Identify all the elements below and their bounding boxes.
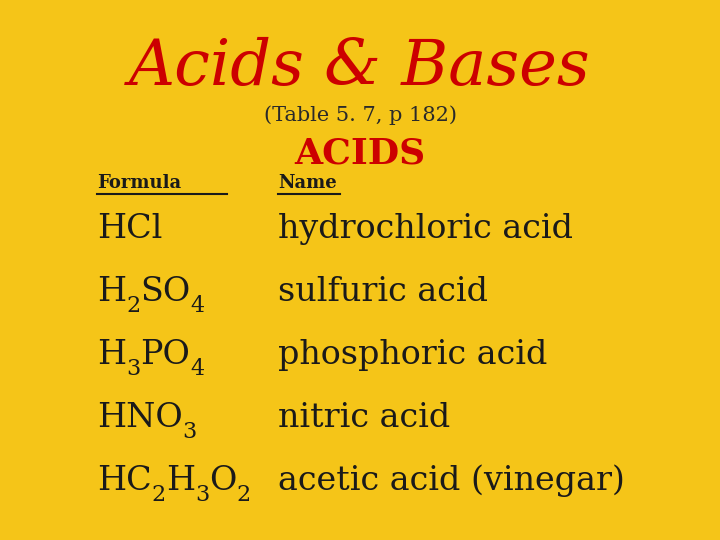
Text: 4: 4 (191, 295, 204, 317)
Text: hydrochloric acid: hydrochloric acid (278, 213, 573, 245)
Text: sulfuric acid: sulfuric acid (278, 276, 488, 308)
Text: 2: 2 (152, 484, 166, 506)
Text: 3: 3 (195, 484, 209, 506)
Text: 2: 2 (236, 484, 251, 506)
Text: H: H (97, 276, 126, 308)
Text: nitric acid: nitric acid (278, 402, 450, 434)
Text: 3: 3 (126, 358, 140, 380)
Text: 2: 2 (126, 295, 140, 317)
Text: ACIDS: ACIDS (294, 136, 426, 170)
Text: H: H (166, 465, 195, 497)
Text: HCl: HCl (97, 213, 163, 245)
Text: HC: HC (97, 465, 152, 497)
Text: SO: SO (140, 276, 191, 308)
Text: (Table 5. 7, p 182): (Table 5. 7, p 182) (264, 105, 456, 125)
Text: O: O (209, 465, 236, 497)
Text: H: H (97, 339, 126, 371)
Text: Acids & Bases: Acids & Bases (129, 37, 591, 99)
Text: phosphoric acid: phosphoric acid (278, 339, 547, 371)
Text: HNO: HNO (97, 402, 183, 434)
Text: 4: 4 (190, 358, 204, 380)
Text: Name: Name (278, 174, 337, 192)
Text: Formula: Formula (97, 174, 181, 192)
Text: acetic acid (vinegar): acetic acid (vinegar) (278, 464, 625, 497)
Text: PO: PO (140, 339, 190, 371)
Text: 3: 3 (183, 421, 197, 443)
